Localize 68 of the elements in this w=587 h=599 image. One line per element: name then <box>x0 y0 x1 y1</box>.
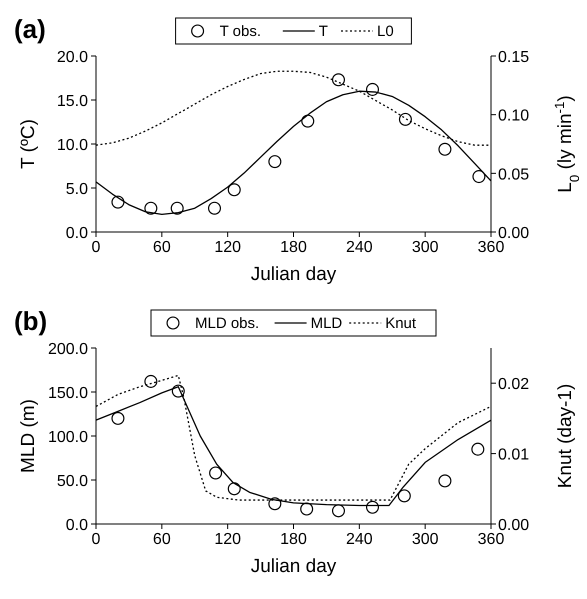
point <box>170 202 184 215</box>
x-tick-label: 180 <box>280 531 307 548</box>
point <box>300 502 314 516</box>
legend-label: T <box>318 23 328 40</box>
y2-tick-label: 0.00 <box>498 517 530 534</box>
y-tick-label: 0.0 <box>66 225 88 242</box>
y-tick-label: 20.0 <box>56 49 88 66</box>
point <box>472 170 486 184</box>
point <box>438 474 452 488</box>
x-tick-label: 300 <box>412 531 439 548</box>
point <box>208 202 222 215</box>
y2-tick-label: 0.01 <box>498 446 530 464</box>
y-tick-label: 10.0 <box>56 137 88 154</box>
point <box>332 73 346 86</box>
y2-axis-title: Knut (day-1) <box>555 384 576 488</box>
point <box>301 114 314 128</box>
x-axis-title: Julian day <box>250 264 337 285</box>
point <box>438 142 452 156</box>
point <box>332 504 346 518</box>
y-axis-title: MLD (m) <box>18 399 39 473</box>
y-tick-label: 150.0 <box>48 385 88 402</box>
point <box>172 384 185 398</box>
x-tick-label: 360 <box>478 531 504 548</box>
y-axis-title: T (ºC) <box>18 119 39 169</box>
y2-tick-label: 0.10 <box>498 108 530 125</box>
x-tick-label: 0 <box>92 531 101 548</box>
point <box>366 82 380 96</box>
legend-label: Knut <box>385 315 417 332</box>
x-tick-label: 360 <box>478 239 504 256</box>
x-axis-title: Julian day <box>250 556 337 577</box>
x-tick-label: 240 <box>346 531 373 548</box>
x-tick-label: 0 <box>92 239 101 256</box>
point <box>268 497 282 510</box>
legend-label: L0 <box>377 23 394 40</box>
point <box>366 500 380 514</box>
point <box>144 374 158 388</box>
point <box>398 489 411 502</box>
x-tick-label: 240 <box>346 239 373 256</box>
y-tick-label: 0.0 <box>66 517 88 534</box>
x-tick-label: 300 <box>412 239 439 256</box>
point <box>398 112 412 126</box>
point <box>209 466 222 480</box>
x-tick-label: 60 <box>152 239 171 256</box>
point <box>144 202 158 215</box>
point <box>228 482 241 496</box>
point <box>111 196 124 209</box>
point <box>268 155 282 168</box>
legend-label: T obs. <box>220 23 262 40</box>
legend-label: MLD obs. <box>195 315 260 332</box>
y-tick-label: 100.0 <box>48 429 88 446</box>
x-tick-label: 120 <box>214 531 242 548</box>
y-tick-label: 5.0 <box>66 181 88 198</box>
chart-title: (b) <box>14 306 48 336</box>
x-tick-label: 60 <box>152 531 171 548</box>
point <box>111 412 124 425</box>
y2-tick-label: 0.05 <box>498 166 530 184</box>
y-tick-label: 15.0 <box>56 93 88 110</box>
y2-tick-label: 0.15 <box>498 49 530 66</box>
point <box>471 442 484 456</box>
y2-tick-label: 0.00 <box>498 225 530 242</box>
x-tick-label: 180 <box>280 239 307 256</box>
chart-title: (a) <box>14 14 46 44</box>
y-tick-label: 50.0 <box>56 473 88 490</box>
x-tick-label: 120 <box>214 239 242 256</box>
point <box>228 183 241 196</box>
legend-label: MLD <box>310 315 342 332</box>
y2-tick-label: 0.02 <box>498 376 530 394</box>
y-tick-label: 200.0 <box>48 341 88 358</box>
